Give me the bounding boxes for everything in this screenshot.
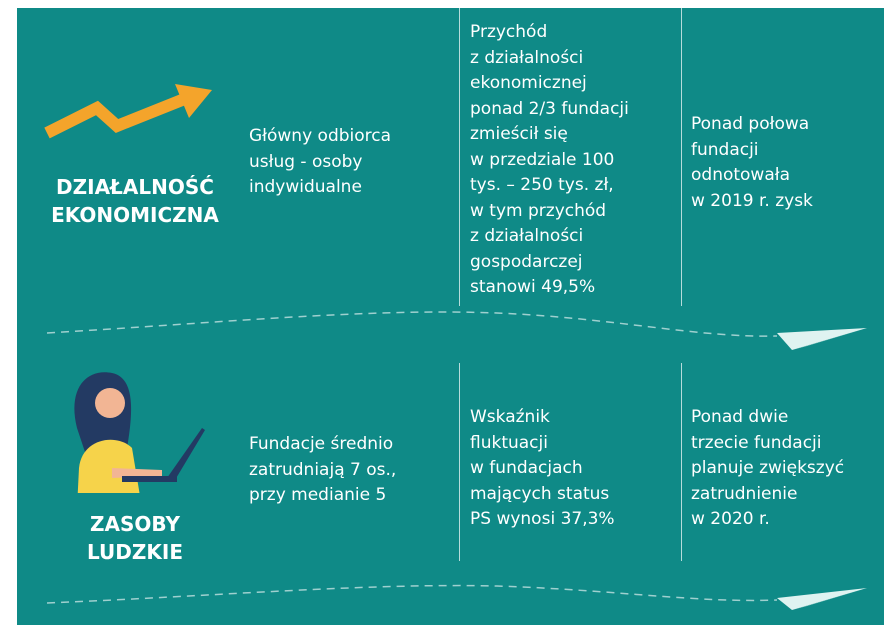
text-line: trzecie fundacji bbox=[691, 432, 822, 453]
text-line: zmieścił się bbox=[470, 124, 568, 144]
separator bbox=[681, 8, 682, 306]
text-line: Ponad połowa bbox=[691, 114, 810, 134]
text-line: planuje zwiększyć bbox=[691, 458, 845, 478]
section-title: DZIAŁALNOŚĆ EKONOMICZNA bbox=[30, 173, 240, 229]
text-column: Wskaźnik fluktuacji w fundacjach mających s… bbox=[470, 405, 615, 533]
text-line: fluktuacji bbox=[470, 432, 548, 453]
section-title: ZASOBY LUDZKIE bbox=[30, 510, 240, 566]
woman-illustration bbox=[74, 372, 205, 513]
separator bbox=[681, 363, 682, 561]
text-line: Fundacje średnio bbox=[249, 434, 394, 454]
text-line: stanowi 49,5% bbox=[470, 277, 596, 297]
text-column: Przychód z działalności ekonomicznej ponad … bbox=[470, 20, 629, 301]
text-line: z działalności bbox=[470, 226, 584, 246]
title-line: EKONOMICZNA bbox=[51, 203, 219, 227]
text-line: zatrudniają 7 os., bbox=[249, 459, 397, 480]
text-line: Przychód bbox=[470, 22, 548, 42]
title-line: DZIAŁALNOŚĆ bbox=[56, 175, 214, 199]
text-line: przy medianie 5 bbox=[249, 485, 387, 505]
text-column: Fundacje średnio zatrudniają 7 os., przy m… bbox=[249, 432, 396, 509]
text-line: tys. – 250 tys. zł, bbox=[470, 175, 614, 195]
text-line: ekonomicznej bbox=[470, 73, 587, 93]
growth-arrow bbox=[44, 92, 190, 139]
title-line: ZASOBY bbox=[89, 512, 181, 536]
dashed-path bbox=[46, 584, 778, 604]
text-line: w fundacjach bbox=[470, 458, 583, 478]
text-line: Główny odbiorca bbox=[249, 126, 392, 146]
text-line: fundacji bbox=[691, 139, 759, 160]
separator bbox=[459, 363, 460, 561]
text-line: w przedziale 100 bbox=[470, 149, 615, 170]
text-column: Ponad dwie trzecie fundacji planuje zwięks… bbox=[691, 405, 844, 533]
text-line: PS wynosi 37,3% bbox=[470, 509, 615, 529]
text-line: Wskaźnik bbox=[470, 407, 550, 427]
decorations bbox=[44, 84, 867, 610]
text-line: z działalności bbox=[470, 47, 584, 68]
text-column: Ponad połowa fundacji odnotowała w 2019 r. … bbox=[691, 112, 813, 214]
dashed-path bbox=[46, 311, 778, 337]
text-line: indywidualne bbox=[249, 177, 362, 197]
text-line: Ponad dwie bbox=[691, 407, 789, 427]
text-line: w 2019 r. zysk bbox=[691, 190, 813, 211]
text-line: mających status bbox=[470, 483, 610, 504]
separator bbox=[459, 8, 460, 306]
text-line: w 2020 r. bbox=[691, 509, 770, 529]
paper-plane bbox=[777, 588, 867, 610]
text-line: ponad 2/3 fundacji bbox=[470, 98, 629, 119]
text-line: usług - osoby bbox=[249, 151, 363, 172]
text-line: w tym przychód bbox=[470, 200, 607, 221]
title-line: LUDZKIE bbox=[87, 540, 183, 564]
arrow-head bbox=[175, 84, 212, 118]
text-line: zatrudnienie bbox=[691, 483, 798, 504]
text-column: Główny odbiorca usług - osoby indywidualne bbox=[249, 124, 391, 201]
panel: DZIAŁALNOŚĆ EKONOMICZNA Główny odbiorca usł… bbox=[17, 8, 884, 625]
text-line: odnotowała bbox=[691, 165, 791, 185]
paper-plane bbox=[777, 328, 867, 350]
text-line: gospodarczej bbox=[470, 251, 583, 272]
